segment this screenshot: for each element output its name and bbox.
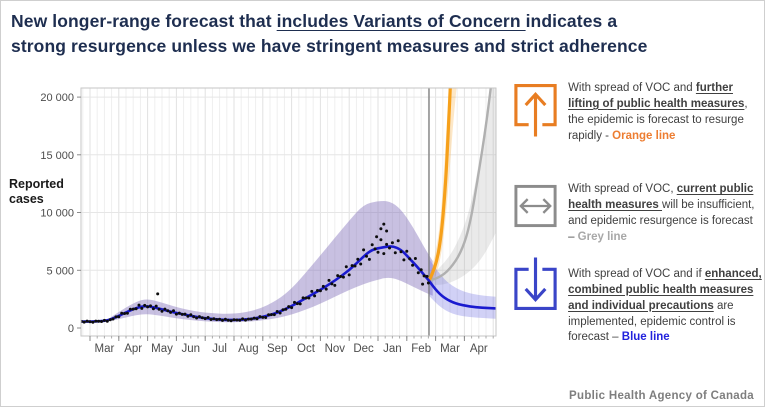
annotation-blue-scenario: With spread of VOC and if enhanced, comb… — [512, 255, 762, 346]
svg-text:Oct: Oct — [297, 343, 316, 355]
arrow-up-breakout-icon — [514, 83, 557, 137]
svg-text:May: May — [151, 343, 173, 355]
svg-text:Mar: Mar — [440, 343, 460, 355]
page-title: New longer-range forecast that includes … — [11, 11, 648, 56]
arrow-left-right-icon — [514, 184, 557, 228]
svg-text:10 000: 10 000 — [40, 208, 74, 220]
annotation-text: With spread of VOC and further lifting o… — [568, 82, 748, 142]
annotation-orange-scenario: With spread of VOC and further lifting o… — [512, 81, 762, 144]
forecast-chart-svg: 0 5 000 10 000 15 000 20 000 Mar Apr May Jun Jul A… — [40, 87, 497, 355]
annotation-grey-scenario: With spread of VOC, current public healt… — [512, 182, 762, 245]
svg-text:Feb: Feb — [411, 343, 431, 355]
source-attribution: Public Health Agency of Canada — [569, 390, 754, 402]
svg-text:5 000: 5 000 — [46, 265, 74, 277]
arrow-down-breakin-icon — [514, 257, 557, 311]
svg-text:Dec: Dec — [353, 343, 374, 355]
svg-text:Jan: Jan — [383, 343, 402, 355]
svg-text:Jun: Jun — [182, 343, 201, 355]
svg-text:Apr: Apr — [124, 343, 142, 355]
annotation-text: With spread of VOC and if enhanced, comb… — [568, 268, 762, 344]
svg-text:Jul: Jul — [212, 343, 227, 355]
svg-text:Nov: Nov — [325, 343, 346, 355]
y-axis-title: Reported cases — [9, 177, 64, 206]
svg-text:15 000: 15 000 — [40, 150, 74, 162]
svg-text:Apr: Apr — [470, 343, 488, 355]
svg-text:Aug: Aug — [238, 343, 258, 355]
svg-text:0: 0 — [68, 323, 74, 335]
svg-text:Mar: Mar — [94, 343, 114, 355]
annotation-text: With spread of VOC, current public healt… — [568, 183, 755, 243]
svg-text:Sep: Sep — [267, 343, 287, 355]
svg-text:20 000: 20 000 — [40, 92, 74, 104]
